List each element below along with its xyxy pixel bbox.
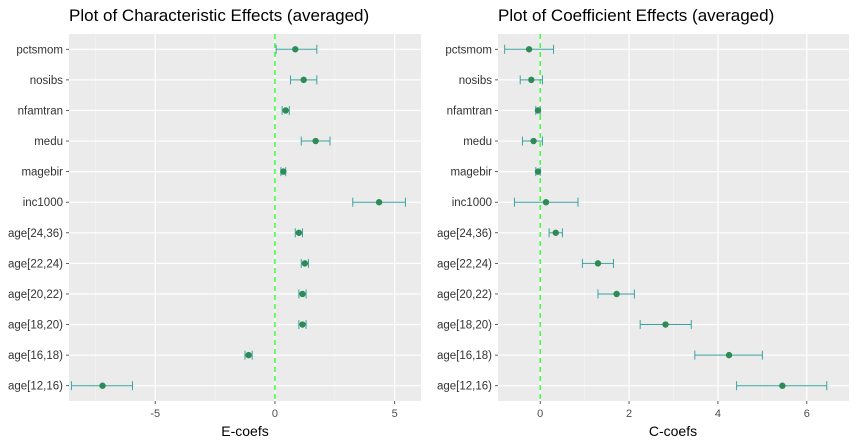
point-pctsmom bbox=[525, 46, 533, 53]
point-age[16,18) bbox=[245, 351, 252, 359]
y-tick-label: pctsmom bbox=[445, 44, 492, 56]
y-tick-label: age[20,22) bbox=[8, 289, 63, 301]
point-age[24,36) bbox=[295, 229, 303, 236]
x-axis-label: C-coefs bbox=[649, 423, 697, 439]
point-age[20,22) bbox=[299, 290, 306, 298]
y-tick-label: medu bbox=[463, 136, 492, 148]
y-tick-label: pctsmom bbox=[16, 44, 63, 56]
point-inc1000 bbox=[375, 199, 383, 206]
y-tick-label: age[24,36) bbox=[437, 228, 492, 240]
point-nfamtran bbox=[534, 107, 542, 114]
point-magebir bbox=[280, 168, 287, 175]
coefficient-effects-plot: pctsmom nosibs nfamtran medu magebir inc1000 a… bbox=[437, 6, 849, 439]
x-tick-label: 0 bbox=[537, 408, 543, 420]
y-tick-label: age[22,24) bbox=[8, 258, 63, 270]
point-age[20,22) bbox=[613, 290, 620, 298]
point-age[16,18) bbox=[725, 351, 733, 359]
x-tick-label: 2 bbox=[626, 408, 632, 420]
characteristic-effects-plot: pctsmom nosibs nfamtran medu magebir inc1000 a… bbox=[8, 6, 421, 439]
y-tick-label: inc1000 bbox=[23, 197, 63, 209]
x-tick-label: -5 bbox=[150, 408, 160, 420]
y-tick-label: age[12,16) bbox=[437, 381, 492, 393]
y-tick-label: age[20,22) bbox=[437, 289, 492, 301]
point-pctsmom bbox=[292, 46, 299, 53]
point-age[18,20) bbox=[662, 321, 669, 328]
y-tick-label: age[24,36) bbox=[8, 228, 63, 240]
y-tick-label: age[18,20) bbox=[8, 320, 63, 332]
y-tick-label: age[16,18) bbox=[8, 350, 63, 362]
point-medu bbox=[312, 137, 319, 145]
point-age[18,20) bbox=[299, 321, 306, 328]
point-nosibs bbox=[528, 76, 535, 84]
chart-title: Plot of Characteristic Effects (averaged… bbox=[69, 6, 369, 25]
x-tick-label: 6 bbox=[804, 408, 810, 420]
y-tick-label: medu bbox=[34, 136, 63, 148]
y-tick-label: age[12,16) bbox=[8, 381, 63, 393]
point-nfamtran bbox=[282, 107, 289, 114]
chart-title: Plot of Coefficient Effects (averaged) bbox=[498, 6, 774, 25]
point-age[22,24) bbox=[301, 260, 309, 267]
y-tick-label: age[16,18) bbox=[437, 350, 492, 362]
x-tick-label: 0 bbox=[272, 408, 278, 420]
x-tick-label: 5 bbox=[392, 408, 398, 420]
y-tick-label: age[18,20) bbox=[437, 320, 492, 332]
y-tick-label: inc1000 bbox=[452, 197, 492, 209]
point-nosibs bbox=[300, 76, 307, 84]
point-age[12,16) bbox=[99, 382, 106, 389]
y-tick-label: nosibs bbox=[30, 75, 63, 87]
point-medu bbox=[530, 137, 537, 145]
point-age[12,16) bbox=[779, 382, 786, 389]
panel-background bbox=[69, 34, 421, 401]
point-magebir bbox=[534, 168, 542, 175]
y-tick-label: magebir bbox=[21, 167, 63, 179]
x-axis-label: E-coefs bbox=[221, 423, 268, 439]
y-tick-label: age[22,24) bbox=[437, 258, 492, 270]
point-age[24,36) bbox=[552, 229, 559, 236]
y-tick-label: nfamtran bbox=[18, 105, 63, 117]
y-tick-label: nosibs bbox=[459, 75, 492, 87]
x-tick-label: 4 bbox=[715, 408, 721, 420]
point-age[22,24) bbox=[594, 260, 602, 267]
y-tick-label: nfamtran bbox=[447, 105, 492, 117]
point-inc1000 bbox=[542, 199, 550, 206]
y-tick-label: magebir bbox=[450, 167, 492, 179]
